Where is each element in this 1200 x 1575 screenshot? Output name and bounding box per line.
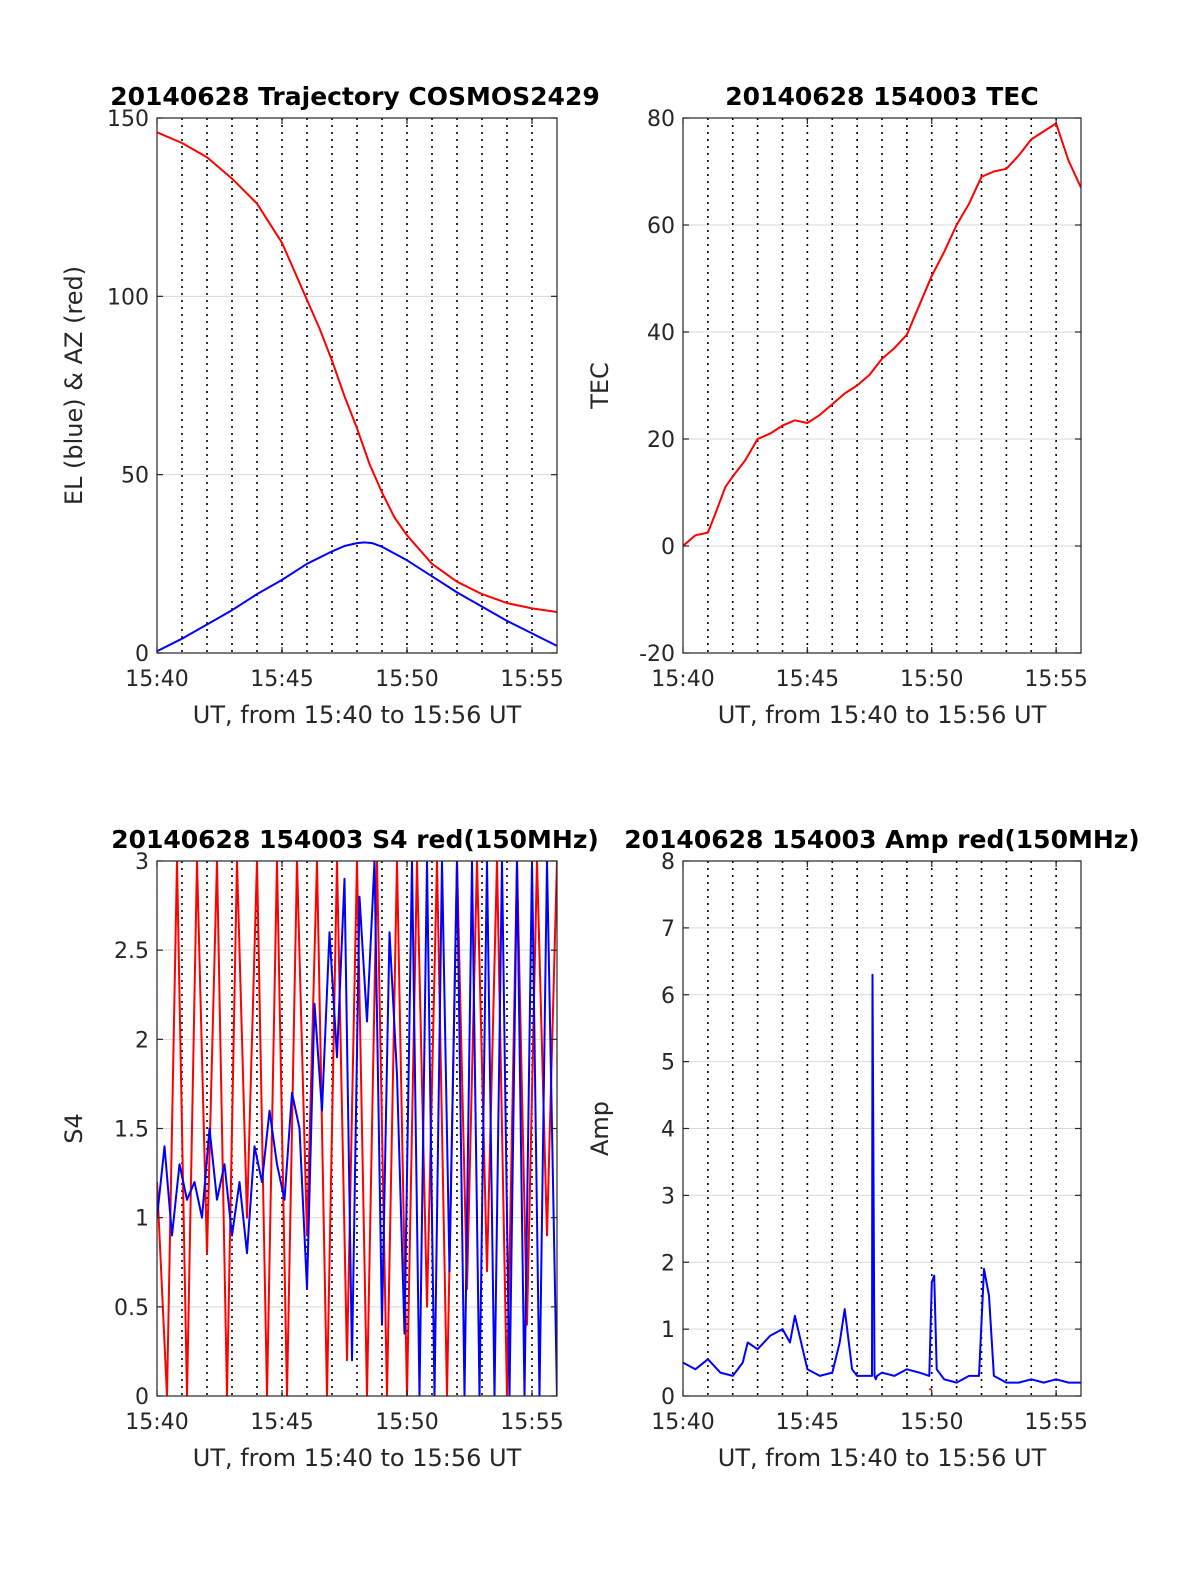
s4-xtick-label: 15:50 bbox=[375, 1410, 438, 1435]
amp-y-axis-label: Amp bbox=[586, 1101, 614, 1156]
amp-ytick-label: 8 bbox=[661, 850, 675, 875]
tec-ytick-label: -20 bbox=[639, 642, 675, 667]
trajectory-xtick-label: 15:40 bbox=[125, 667, 188, 692]
amp-ytick-label: 1 bbox=[661, 1318, 675, 1343]
amp-chart-title: 20140628 154003 Amp red(150MHz) bbox=[624, 825, 1140, 854]
tec-ytick-label: 80 bbox=[647, 107, 675, 132]
s4-ytick-label: 2.5 bbox=[114, 939, 149, 964]
tec-y-axis-label: TEC bbox=[586, 362, 614, 410]
trajectory-ytick-label: 0 bbox=[135, 642, 149, 667]
trajectory-x-axis-label: UT, from 15:40 to 15:56 UT bbox=[193, 701, 522, 729]
s4-xtick-label: 15:40 bbox=[125, 1410, 188, 1435]
tec-x-axis-label: UT, from 15:40 to 15:56 UT bbox=[718, 701, 1047, 729]
trajectory-xtick-label: 15:55 bbox=[500, 667, 563, 692]
s4-ytick-label: 1.5 bbox=[114, 1118, 149, 1143]
amp-xtick-label: 15:40 bbox=[651, 1410, 714, 1435]
tec-chart-title: 20140628 154003 TEC bbox=[725, 82, 1038, 111]
trajectory-chart-title: 20140628 Trajectory COSMOS2429 bbox=[110, 82, 600, 111]
tec-xtick-label: 15:45 bbox=[776, 667, 839, 692]
tec-ytick-label: 60 bbox=[647, 214, 675, 239]
trajectory-series-1-line bbox=[157, 541, 557, 653]
amp-xtick-label: 15:45 bbox=[776, 1410, 839, 1435]
s4-ytick-label: 0.5 bbox=[114, 1296, 149, 1321]
trajectory-ytick-label: 50 bbox=[121, 464, 149, 489]
tec-panel: 15:40 15:45 15:50 15:55 -20 0 20 40 60 80 20140628… bbox=[586, 82, 1088, 729]
trajectory-series-0-line bbox=[157, 131, 557, 613]
amp-ytick-label: 3 bbox=[661, 1184, 675, 1209]
amp-ytick-label: 4 bbox=[661, 1118, 675, 1143]
s4-ytick-label: 1 bbox=[135, 1207, 149, 1232]
amp-x-axis-label: UT, from 15:40 to 15:56 UT bbox=[718, 1444, 1047, 1472]
s4-ytick-label: 2 bbox=[135, 1028, 149, 1053]
tec-ytick-label: 20 bbox=[647, 428, 675, 453]
amp-ytick-label: 6 bbox=[661, 984, 675, 1009]
tec-series-0-line bbox=[683, 122, 1081, 547]
tec-xtick-label: 15:40 bbox=[651, 667, 714, 692]
s4-chart-title: 20140628 154003 S4 red(150MHz) bbox=[111, 825, 599, 854]
amp-xtick-label: 15:50 bbox=[900, 1410, 963, 1435]
amp-ytick-label: 2 bbox=[661, 1251, 675, 1276]
s4-xtick-label: 15:55 bbox=[500, 1410, 563, 1435]
s4-series-1-line bbox=[157, 861, 557, 1396]
trajectory-xtick-label: 15:45 bbox=[250, 667, 313, 692]
trajectory-y-axis-label: EL (blue) & AZ (red) bbox=[60, 266, 88, 505]
amp-ytick-label: 0 bbox=[661, 1385, 675, 1410]
s4-ytick-label: 0 bbox=[135, 1385, 149, 1410]
tec-ytick-label: 40 bbox=[647, 321, 675, 346]
amp-ytick-label: 7 bbox=[661, 917, 675, 942]
amp-xtick-label: 15:55 bbox=[1024, 1410, 1087, 1435]
trajectory-ytick-label: 100 bbox=[107, 285, 149, 310]
s4-y-axis-label: S4 bbox=[60, 1113, 88, 1144]
amp-ytick-label: 5 bbox=[661, 1051, 675, 1076]
s4-x-axis-label: UT, from 15:40 to 15:56 UT bbox=[193, 1444, 522, 1472]
s4-xtick-label: 15:45 bbox=[250, 1410, 313, 1435]
amp-series-1-line bbox=[683, 973, 1081, 1384]
s4-panel: 15:40 15:45 15:50 15:55 0 0.5 1 1.5 2 2.5 32014062… bbox=[60, 825, 599, 1472]
tec-xtick-label: 15:50 bbox=[900, 667, 963, 692]
s4-ytick-label: 3 bbox=[135, 850, 149, 875]
trajectory-axes-box bbox=[156, 117, 558, 654]
tec-xtick-label: 15:55 bbox=[1024, 667, 1087, 692]
tec-axes-box bbox=[682, 117, 1082, 654]
trajectory-xtick-label: 15:50 bbox=[375, 667, 438, 692]
trajectory-ytick-label: 150 bbox=[107, 107, 149, 132]
tec-ytick-label: 0 bbox=[661, 535, 675, 560]
